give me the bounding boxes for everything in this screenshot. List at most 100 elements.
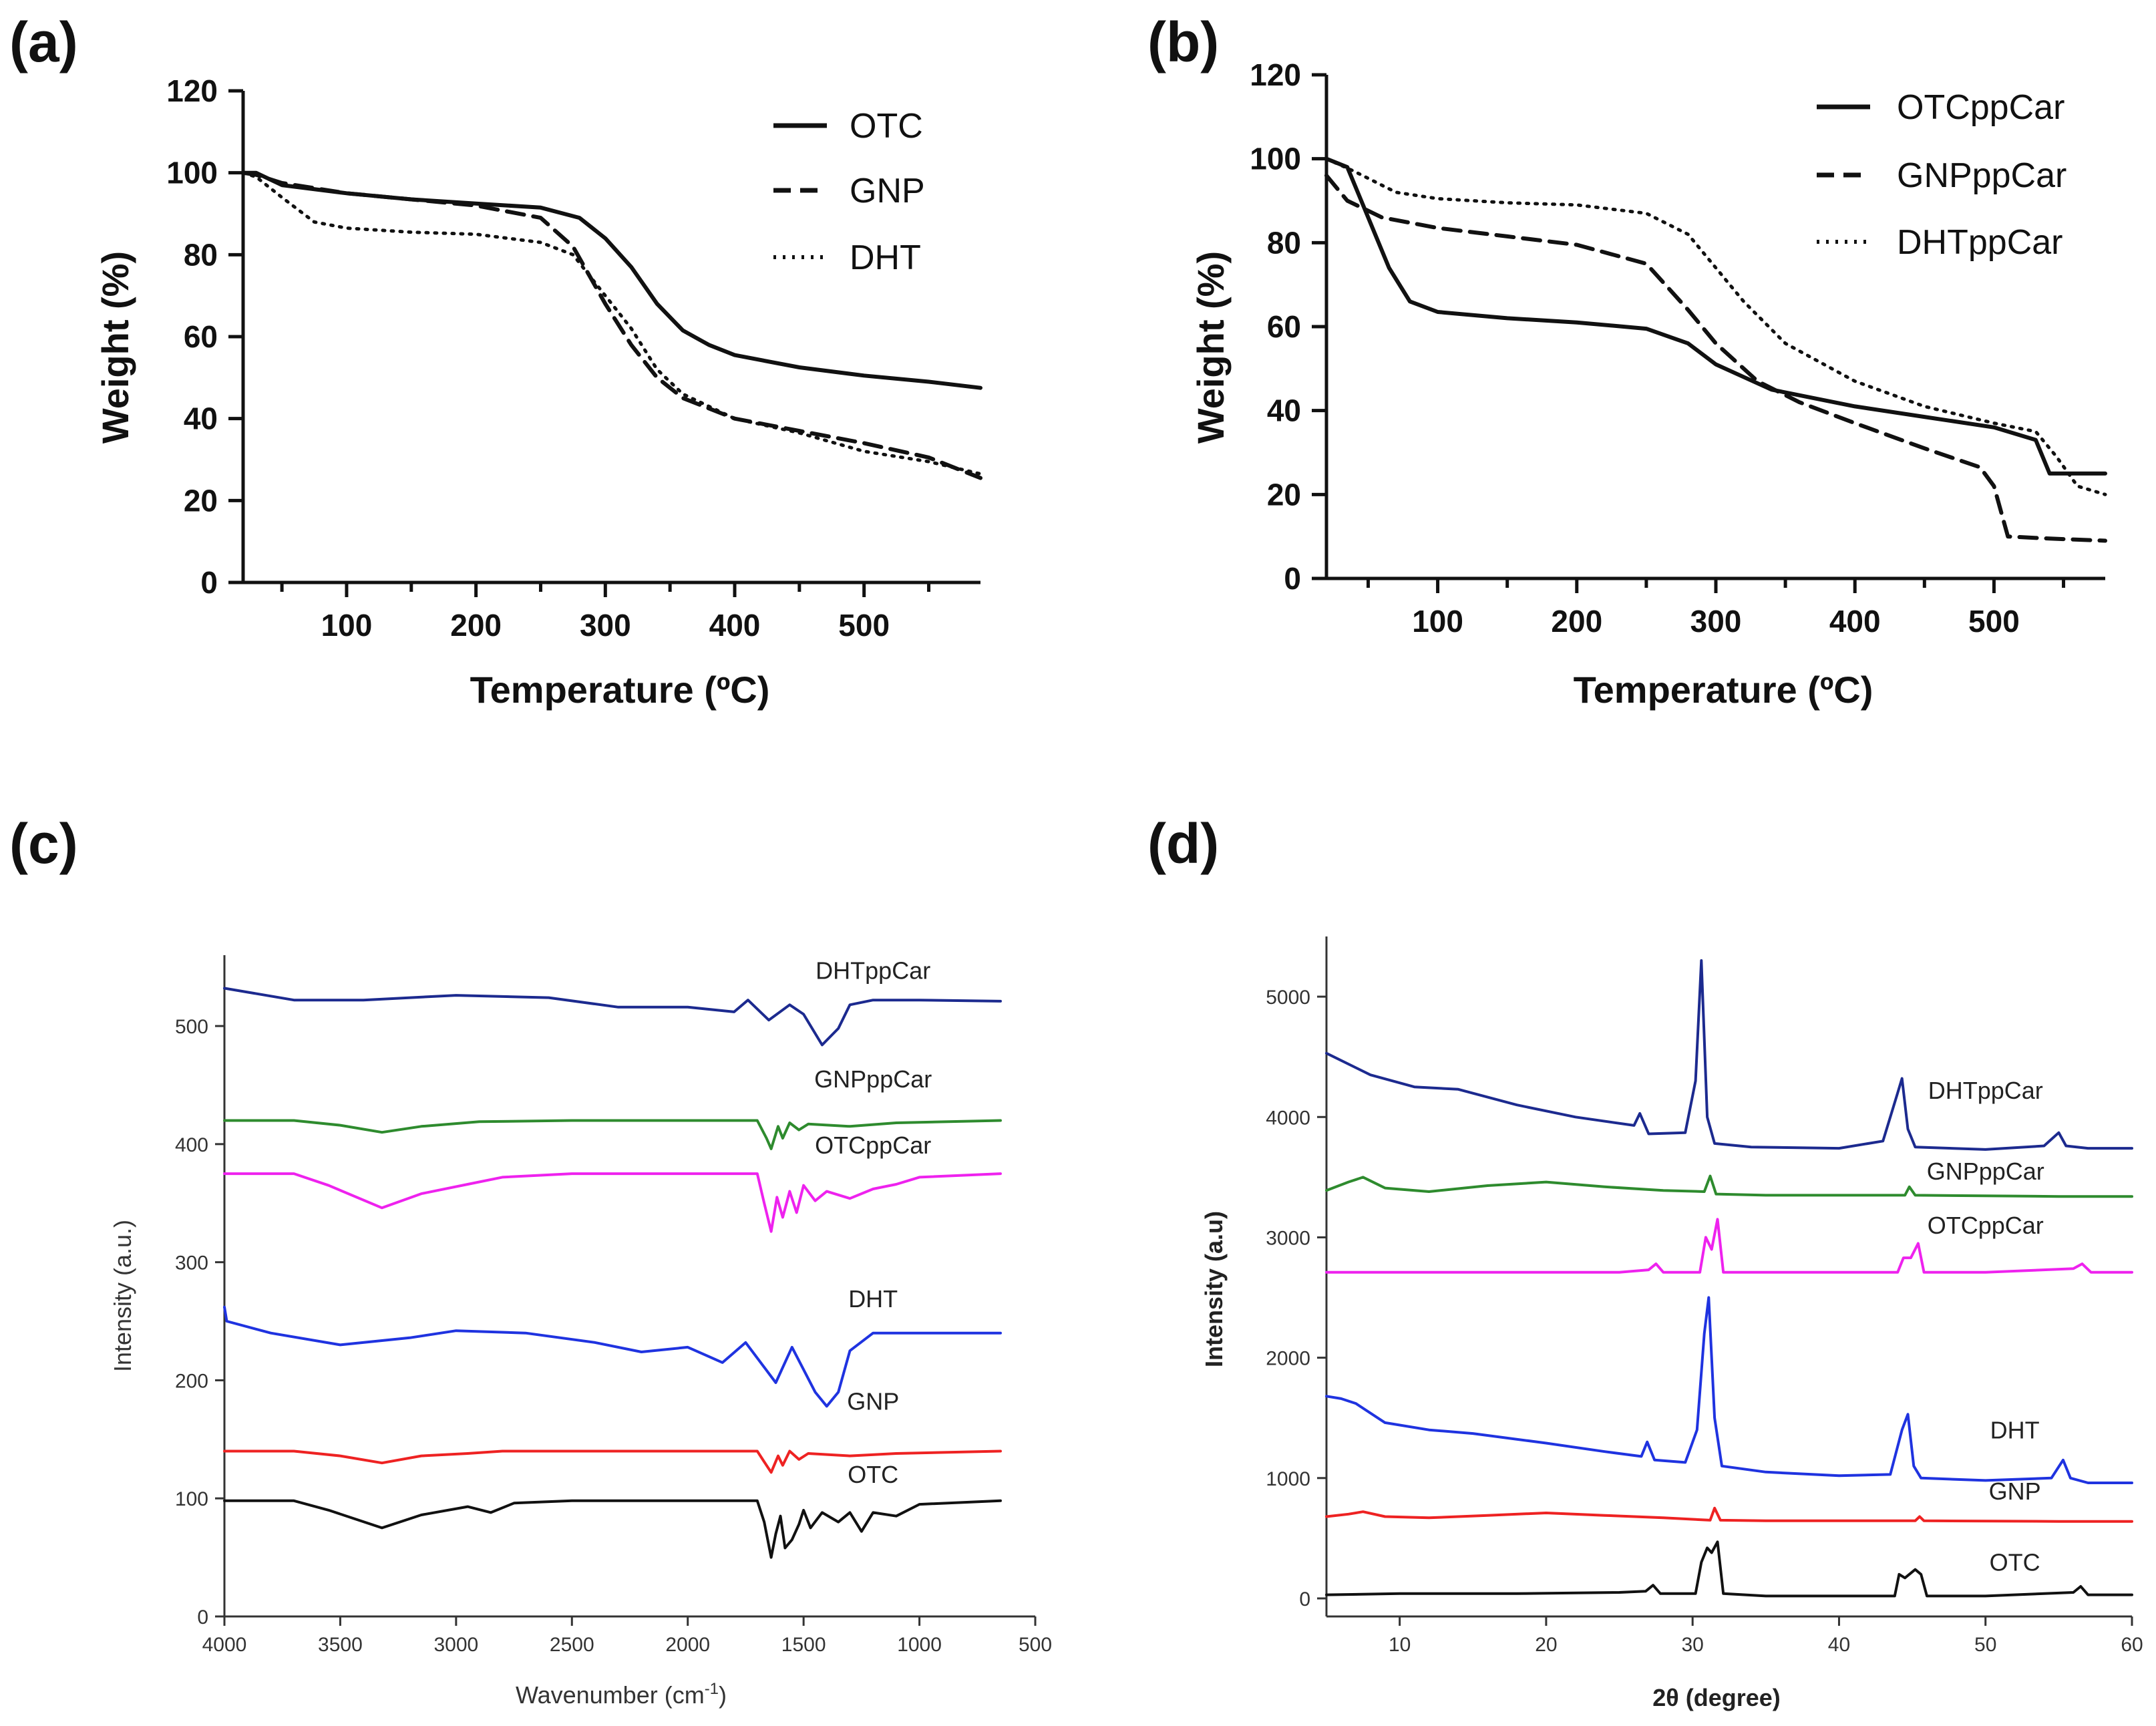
panel-b-y-tick-label: 0 <box>1284 561 1301 596</box>
legend-label-gnp: GNP <box>850 172 925 210</box>
legend-label-dht: DHT <box>850 238 921 277</box>
panel-b-series-dhtppcar <box>1324 157 2107 496</box>
panel-c-x-tick-label: 3000 <box>433 1634 478 1656</box>
panel-d-series-dht <box>1325 1296 2133 1484</box>
panel-d-x-tick-label: 10 <box>1389 1634 1411 1656</box>
panel-b-y-tick-label: 60 <box>1267 309 1301 344</box>
panel-d-x-tick-label: 40 <box>1828 1634 1850 1656</box>
panel-c-series-label-otc: OTC <box>848 1461 898 1488</box>
panel-c-y-tick-label: 300 <box>175 1252 208 1274</box>
panel-d-x-axis-label: 2θ (degree) <box>1652 1684 1781 1711</box>
panel-label-b: (b) <box>1147 11 1219 73</box>
panel-d-x-tick-label: 60 <box>2121 1634 2143 1656</box>
panel-c-x-tick-label: 3500 <box>318 1634 363 1656</box>
panel-d-series-label-dht: DHT <box>1990 1416 2040 1443</box>
panel-c-series-dht <box>223 1305 1002 1408</box>
panel-d-series-label-gnpppcar: GNPppCar <box>1927 1158 2044 1185</box>
panel-c-series-label-gnpppcar: GNPppCar <box>814 1065 932 1093</box>
panel-b-plot-area: 100 200 300 400 500 0 20 40 60 80 100 120 <box>1250 57 2107 639</box>
panel-d-y-tick-label: 5000 <box>1266 987 1310 1009</box>
panel-b-y-tick-label: 40 <box>1267 393 1301 428</box>
panel-d-y-tick-label: 0 <box>1299 1588 1310 1610</box>
panel-d-y-tick-label: 3000 <box>1266 1227 1310 1249</box>
panel-c-series-otcppcar <box>223 1172 1002 1233</box>
panel-c-series-gnp <box>223 1449 1002 1474</box>
panel-a-series-dht <box>241 171 982 476</box>
panel-a-y-tick-label: 40 <box>184 401 218 436</box>
panel-b-x-tick-label: 500 <box>1968 604 2020 639</box>
panel-a-x-tick-label: 400 <box>709 608 761 643</box>
panel-d-plot-area: 10 20 30 40 50 60 0 1000 2000 3000 4000 5000 DHTppCa… <box>1266 936 2143 1656</box>
panel-d-y-tick-label: 2000 <box>1266 1348 1310 1370</box>
panel-a-x-tick-label: 300 <box>580 608 631 643</box>
panel-d-y-tick-label: 1000 <box>1266 1468 1310 1490</box>
panel-c-y-tick-label: 500 <box>175 1016 208 1038</box>
panel-d-series-label-otc: OTC <box>1990 1549 2040 1576</box>
panel-a-y-tick-label: 100 <box>166 156 218 190</box>
panel-d-series-gnp <box>1325 1506 2133 1523</box>
panel-a-y-tick-label: 80 <box>184 237 218 272</box>
panel-d-x-tick-label: 30 <box>1681 1634 1703 1656</box>
panel-c-y-tick-label: 400 <box>175 1134 208 1156</box>
panel-d-series-gnpppcar <box>1325 1174 2133 1198</box>
panel-b-x-tick-label: 400 <box>1829 604 1881 639</box>
panel-c-y-tick-label: 0 <box>197 1606 208 1628</box>
panel-b-series-gnpppcar <box>1324 173 2107 543</box>
panel-a-legend: OTC GNP DHT <box>773 107 925 277</box>
panel-c-y-axis-label: Intensity (a.u.) <box>109 1220 136 1372</box>
panel-a-x-axis-label: Temperature (ºC) <box>470 669 770 711</box>
panel-c-ftir: (c) 4000 3500 3000 2500 2000 1500 1000 500 0 100 2… <box>9 812 1052 1709</box>
panel-a-y-tick-label: 120 <box>166 73 218 108</box>
panel-label-c: (c) <box>9 812 78 875</box>
panel-c-x-axis-label: Wavenumber (cm-1) <box>516 1680 727 1709</box>
panel-b-x-tick-label: 200 <box>1551 604 1602 639</box>
panel-b-series-otcppcar <box>1324 156 2107 476</box>
panel-a-tga-raw: (a) 100 200 300 400 500 0 20 40 60 80 100 120 Tempe… <box>9 11 982 711</box>
panel-b-y-tick-label: 100 <box>1250 142 1301 176</box>
panel-c-y-tick-label: 200 <box>175 1370 208 1392</box>
panel-a-plot-area: 100 200 300 400 500 0 20 40 60 80 100 120 <box>166 73 982 643</box>
panel-c-series-dhtppcar <box>223 987 1002 1047</box>
panel-b-y-tick-label: 120 <box>1250 57 1301 92</box>
panel-label-d: (d) <box>1147 812 1219 875</box>
panel-d-series-label-gnp: GNP <box>1989 1478 2041 1505</box>
panel-c-x-tick-label: 4000 <box>202 1634 247 1656</box>
panel-c-plot-area: 4000 3500 3000 2500 2000 1500 1000 500 0 100 200 30… <box>175 955 1052 1656</box>
panel-b-x-tick-label: 100 <box>1412 604 1463 639</box>
panel-c-x-tick-label: 1000 <box>897 1634 942 1656</box>
panel-c-series-otc <box>223 1499 1002 1559</box>
panel-c-series-label-dhtppcar: DHTppCar <box>816 957 930 984</box>
panel-d-x-tick-label: 20 <box>1535 1634 1557 1656</box>
panel-c-x-tick-label: 500 <box>1019 1634 1052 1656</box>
panel-b-y-tick-label: 20 <box>1267 477 1301 512</box>
panel-c-x-tick-label: 2500 <box>550 1634 594 1656</box>
panel-d-xrd: (d) 10 20 30 40 50 60 0 1000 2000 3000 4000 5000 DHT… <box>1147 812 2143 1711</box>
panel-d-series-label-otcppcar: OTCppCar <box>1928 1212 2044 1239</box>
legend-label-otc: OTC <box>850 107 923 146</box>
panel-b-x-tick-label: 300 <box>1690 604 1742 639</box>
legend-label-otcppcar: OTCppCar <box>1897 88 2064 127</box>
panel-d-series-dhtppcar <box>1325 959 2133 1151</box>
panel-d-y-axis-label: Intensity (a.u) <box>1200 1211 1228 1367</box>
panel-b-x-axis-label: Temperature (ºC) <box>1574 669 1873 711</box>
panel-d-y-tick-label: 4000 <box>1266 1107 1310 1129</box>
legend-label-dhtppcar: DHTppCar <box>1897 223 2063 262</box>
legend-label-gnpppcar: GNPppCar <box>1897 156 2067 195</box>
panel-a-x-tick-label: 100 <box>321 608 373 643</box>
panel-b-y-tick-label: 80 <box>1267 225 1301 260</box>
panel-d-series-otcppcar <box>1325 1218 2133 1274</box>
panel-b-tga-ppcar: (b) 100 200 300 400 500 0 20 40 60 80 100 120 Tempe… <box>1147 11 2107 711</box>
panel-a-y-tick-label: 20 <box>184 483 218 518</box>
panel-d-series-label-dhtppcar: DHTppCar <box>1928 1077 2043 1104</box>
panel-c-series-gnpppcar <box>223 1119 1002 1150</box>
panel-label-a: (a) <box>9 11 78 73</box>
panel-c-x-tick-label: 2000 <box>665 1634 710 1656</box>
panel-d-x-tick-label: 50 <box>1974 1634 1996 1656</box>
panel-c-series-label-gnp: GNP <box>847 1388 899 1415</box>
panel-a-y-tick-label: 0 <box>200 565 218 600</box>
panel-d-series-otc <box>1325 1540 2133 1598</box>
panel-a-y-tick-label: 60 <box>184 319 218 354</box>
panel-c-series-label-dht: DHT <box>848 1285 898 1313</box>
panel-c-y-tick-label: 100 <box>175 1488 208 1510</box>
